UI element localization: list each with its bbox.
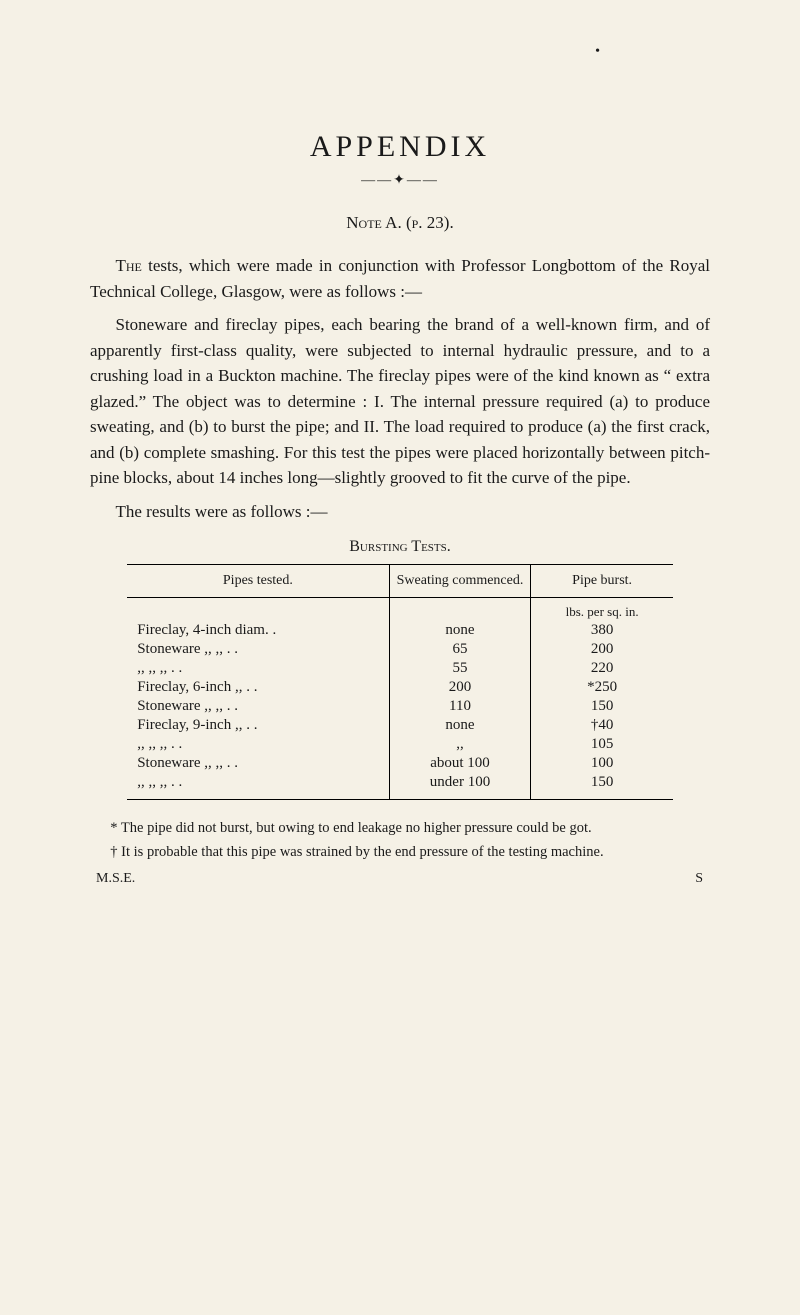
page-root: • APPENDIX ——✦—— Note A. (p. 23). The te… bbox=[0, 0, 800, 1315]
cell-c3: 100 bbox=[531, 754, 673, 773]
table-body: lbs. per sq. in. Fireclay, 4-inch diam. … bbox=[127, 598, 673, 800]
cell-c1: Stoneware ,, ,, . . bbox=[127, 754, 389, 773]
cell-c2: 110 bbox=[389, 697, 531, 716]
cell-c1: Fireclay, 6-inch ,, . . bbox=[127, 678, 389, 697]
cell-c2: ,, bbox=[389, 735, 531, 754]
cell-c1: ,, ,, ,, . . bbox=[127, 735, 389, 754]
cell-c3: 380 bbox=[531, 621, 673, 640]
paragraph-3: The results were as follows :— bbox=[90, 499, 710, 525]
table-row: ,, ,, ,, . . under 100 150 bbox=[127, 773, 673, 800]
col-header-burst: Pipe burst. bbox=[531, 565, 673, 598]
cell-c2: none bbox=[389, 621, 531, 640]
foot-right: S bbox=[695, 871, 704, 887]
table-head: Pipes tested. Sweating commenced. Pipe b… bbox=[127, 565, 673, 598]
cell-empty bbox=[389, 598, 531, 622]
cell-c3: 105 bbox=[531, 735, 673, 754]
paragraph-2: Stoneware and fireclay pipes, each beari… bbox=[90, 312, 710, 491]
unit-row: lbs. per sq. in. bbox=[127, 598, 673, 622]
ornament: ——✦—— bbox=[90, 172, 710, 189]
cell-c1: ,, ,, ,, . . bbox=[127, 659, 389, 678]
foot-left: M.S.E. bbox=[96, 871, 135, 887]
para1-lead: The bbox=[116, 256, 142, 275]
table-caption: Bursting Tests. bbox=[90, 538, 710, 556]
note-label: Note A. (p. 23). bbox=[90, 213, 710, 233]
table-header-row: Pipes tested. Sweating commenced. Pipe b… bbox=[127, 565, 673, 598]
col-header-sweat: Sweating commenced. bbox=[389, 565, 531, 598]
table-row: Stoneware ,, ,, . . 110 150 bbox=[127, 697, 673, 716]
footnote-1: * The pipe did not burst, but owing to e… bbox=[90, 818, 710, 838]
cell-c2: 200 bbox=[389, 678, 531, 697]
footnote-2: † It is probable that this pipe was stra… bbox=[90, 842, 710, 862]
cell-c3: 150 bbox=[531, 697, 673, 716]
table-row: Stoneware ,, ,, . . 65 200 bbox=[127, 640, 673, 659]
cell-c1: Stoneware ,, ,, . . bbox=[127, 640, 389, 659]
cell-c3: 220 bbox=[531, 659, 673, 678]
foot-line: M.S.E. S bbox=[90, 871, 710, 887]
table-row: Fireclay, 9-inch ,, . . none †40 bbox=[127, 716, 673, 735]
cell-c1: ,, ,, ,, . . bbox=[127, 773, 389, 800]
cell-c3: *250 bbox=[531, 678, 673, 697]
cell-c3: †40 bbox=[531, 716, 673, 735]
cell-c2: 55 bbox=[389, 659, 531, 678]
cell-c3: 150 bbox=[531, 773, 673, 800]
unit-label: lbs. per sq. in. bbox=[531, 598, 673, 622]
cell-c2: none bbox=[389, 716, 531, 735]
cell-c2: 65 bbox=[389, 640, 531, 659]
decorative-dot: • bbox=[595, 44, 600, 60]
cell-c1: Stoneware ,, ,, . . bbox=[127, 697, 389, 716]
bursting-table: Pipes tested. Sweating commenced. Pipe b… bbox=[127, 564, 673, 800]
col-header-pipes: Pipes tested. bbox=[127, 565, 389, 598]
table-row: Fireclay, 4-inch diam. . none 380 bbox=[127, 621, 673, 640]
para1-rest: tests, which were made in conjunction wi… bbox=[90, 256, 710, 301]
cell-c1: Fireclay, 4-inch diam. . bbox=[127, 621, 389, 640]
cell-c2: about 100 bbox=[389, 754, 531, 773]
cell-c1: Fireclay, 9-inch ,, . . bbox=[127, 716, 389, 735]
paragraph-1: The tests, which were made in conjunctio… bbox=[90, 253, 710, 304]
table-row: ,, ,, ,, . . 55 220 bbox=[127, 659, 673, 678]
table-row: Stoneware ,, ,, . . about 100 100 bbox=[127, 754, 673, 773]
cell-c2: under 100 bbox=[389, 773, 531, 800]
page-title: APPENDIX bbox=[90, 130, 710, 164]
table-row: ,, ,, ,, . . ,, 105 bbox=[127, 735, 673, 754]
table-row: Fireclay, 6-inch ,, . . 200 *250 bbox=[127, 678, 673, 697]
footnotes: * The pipe did not burst, but owing to e… bbox=[90, 818, 710, 863]
cell-c3: 200 bbox=[531, 640, 673, 659]
cell-empty bbox=[127, 598, 389, 622]
